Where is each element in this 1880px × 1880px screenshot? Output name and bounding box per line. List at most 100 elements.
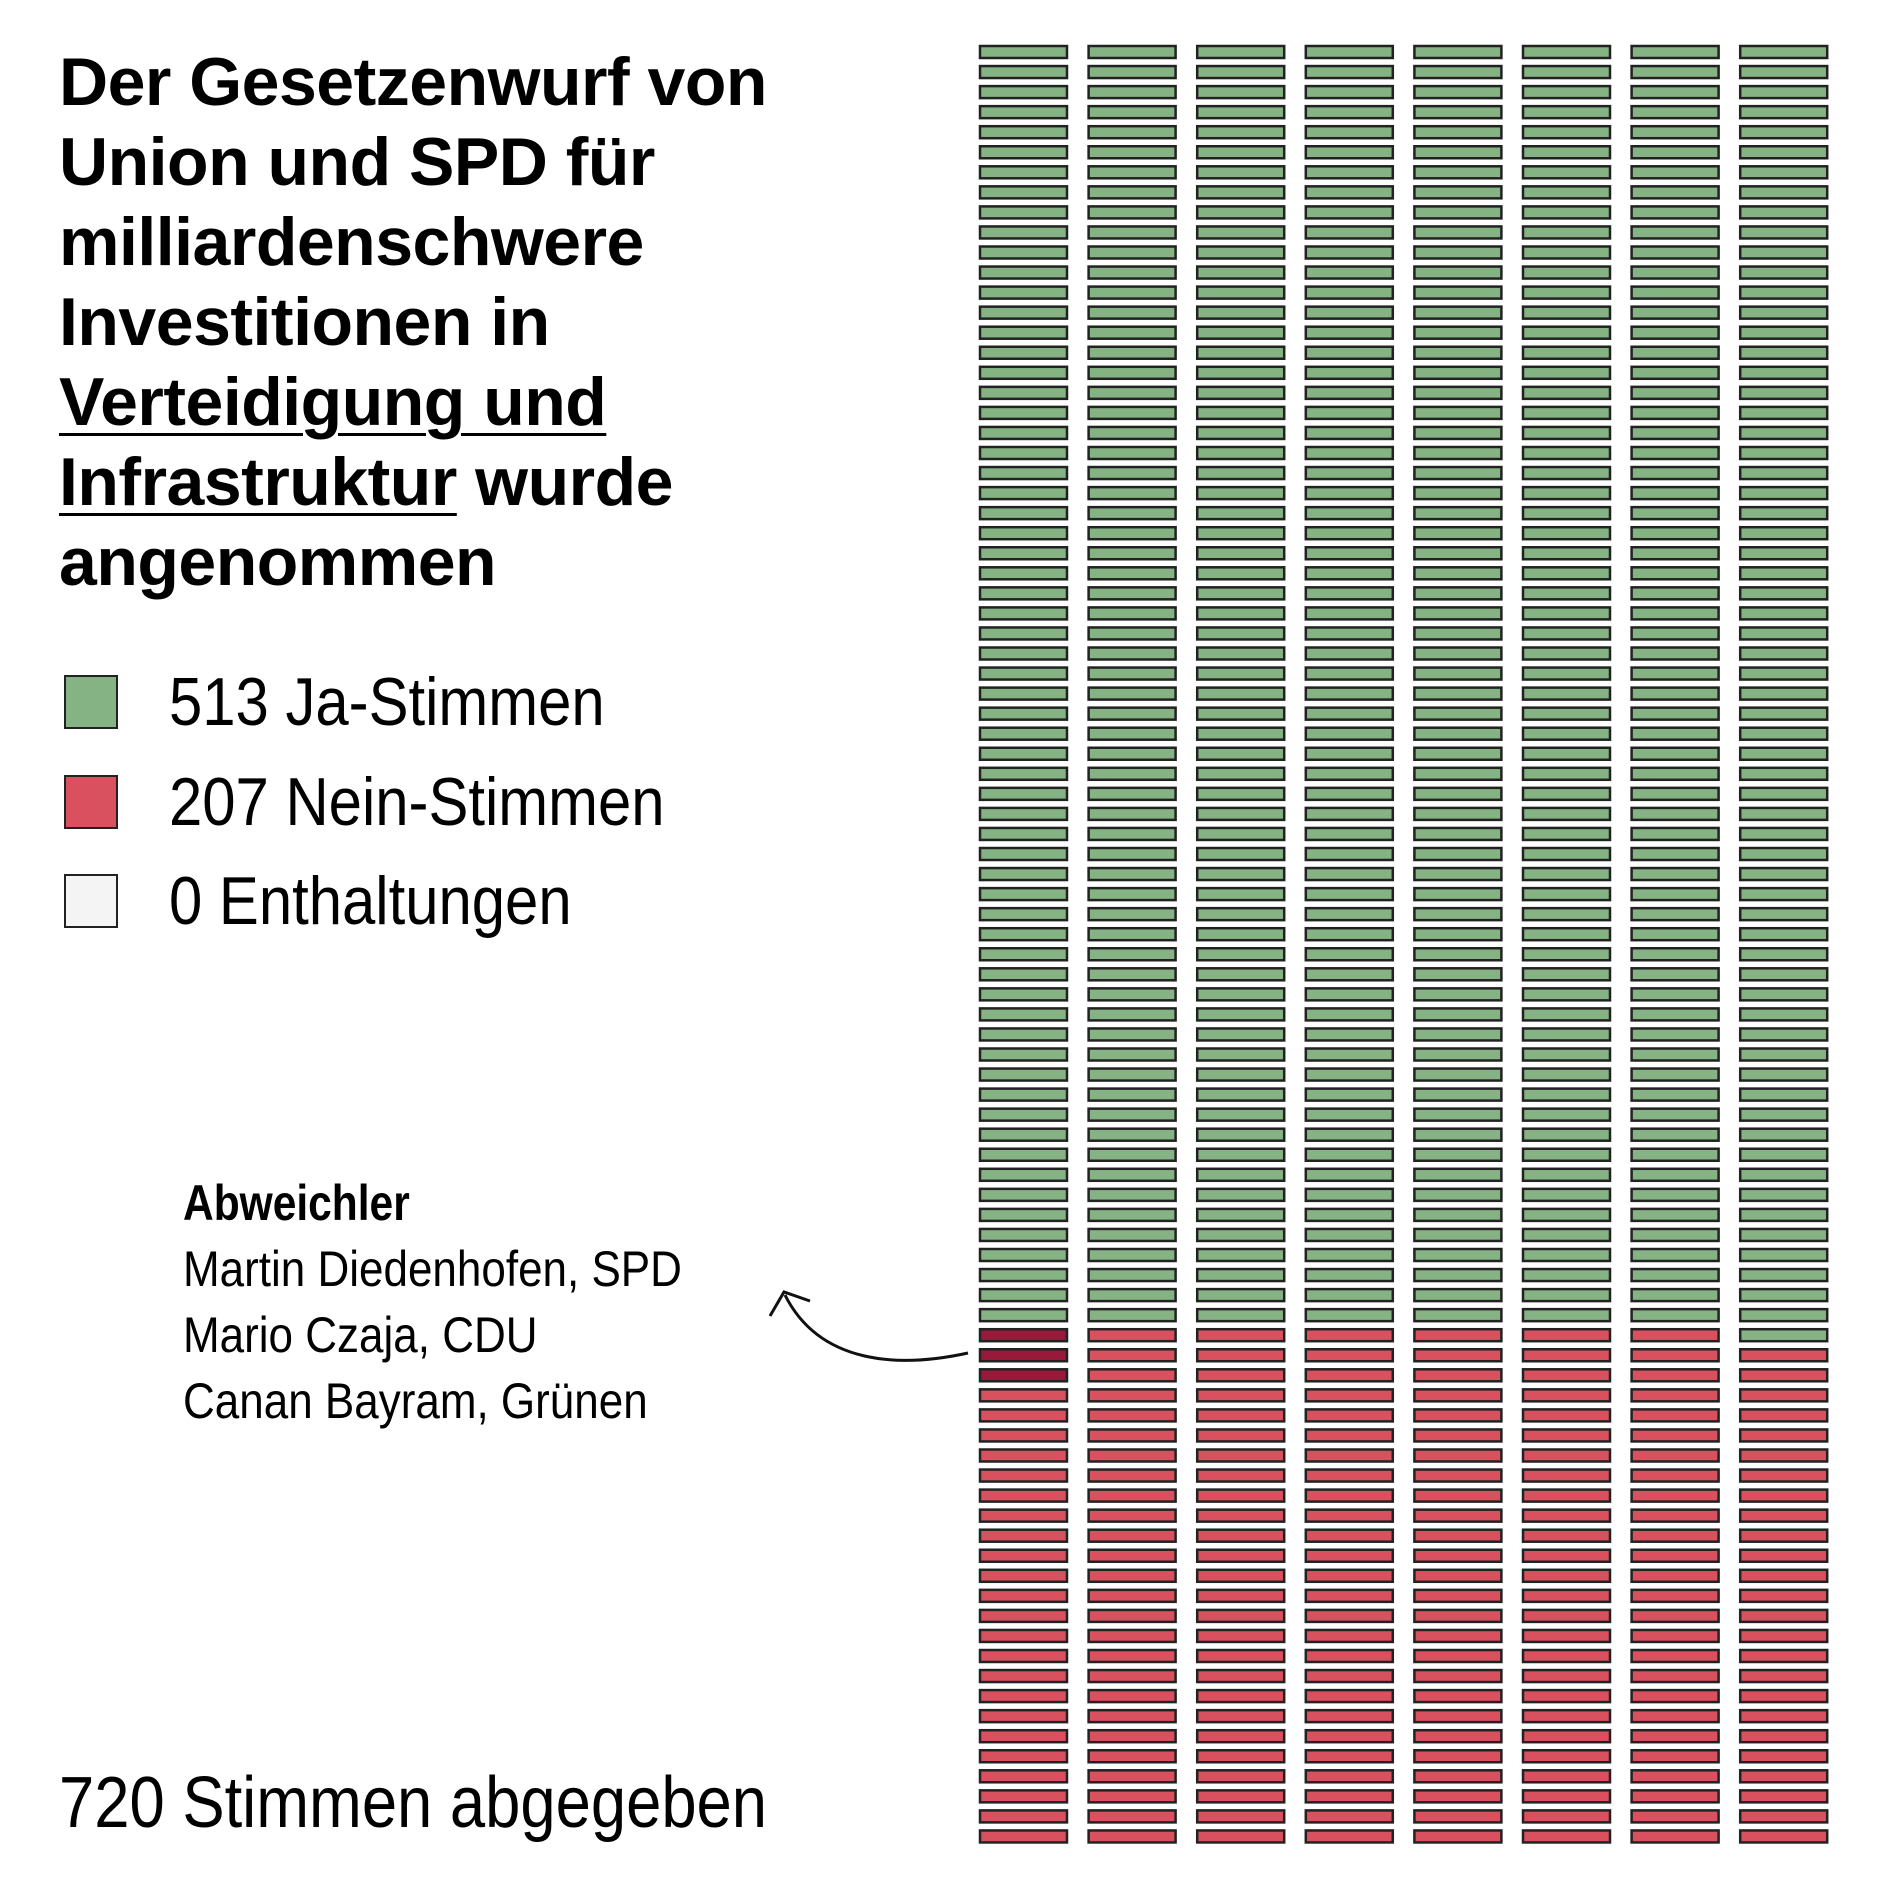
- vote-cell-yes: [1630, 165, 1720, 180]
- vote-cell-yes: [978, 987, 1069, 1002]
- vote-cell-yes: [1630, 1207, 1720, 1223]
- vote-cell-no: [1304, 1428, 1395, 1443]
- legend-swatch-abstain: [64, 874, 118, 928]
- vote-cell-yes: [1304, 1027, 1395, 1042]
- vote-cell-no: [1195, 1448, 1286, 1463]
- vote-cell-yes: [1195, 546, 1286, 561]
- vote-cell-yes: [978, 64, 1069, 80]
- vote-cell-no: [1413, 1829, 1503, 1844]
- vote-cell-yes: [978, 445, 1069, 461]
- vote-cell-yes: [1195, 1147, 1286, 1162]
- vote-cell-no: [1087, 1608, 1177, 1624]
- vote-cell-yes: [978, 1027, 1069, 1042]
- vote-cell-no: [1304, 1708, 1395, 1724]
- vote-cell-yes: [1304, 425, 1395, 441]
- vote-cell-yes: [978, 726, 1069, 741]
- vote-cell-yes: [1087, 1167, 1177, 1183]
- vote-cell-no: [1413, 1468, 1503, 1483]
- deviator-name: Mario Czaja, CDU: [183, 1307, 538, 1363]
- vote-cell-no: [1521, 1588, 1612, 1604]
- title-link[interactable]: Verteidigung und Infrastruktur: [59, 364, 607, 520]
- vote-cell-yes: [1738, 987, 1829, 1002]
- vote-cell-no: [1195, 1408, 1286, 1423]
- vote-cell-yes: [1630, 806, 1720, 822]
- vote-cell-no: [1738, 1769, 1829, 1784]
- vote-cell-no: [1738, 1508, 1829, 1523]
- vote-cell-no: [1413, 1769, 1503, 1784]
- vote-cell-yes: [1630, 525, 1720, 541]
- vote-cell-yes: [1630, 465, 1720, 481]
- vote-cell-yes: [1521, 967, 1612, 982]
- vote-cell-yes: [1087, 1267, 1177, 1283]
- vote-cell-no: [1304, 1728, 1395, 1744]
- vote-cell-yes: [1304, 1287, 1395, 1303]
- vote-cell-yes: [1304, 626, 1395, 641]
- vote-cell-yes: [1304, 967, 1395, 982]
- vote-cell-yes: [1304, 666, 1395, 681]
- vote-cell-yes: [1304, 405, 1395, 421]
- vote-cell-yes: [1413, 846, 1503, 862]
- vote-cell-yes: [1630, 365, 1720, 381]
- vote-cell-yes: [1738, 185, 1829, 200]
- vote-cell-yes: [1087, 1027, 1177, 1042]
- vote-cell-yes: [1087, 1067, 1177, 1082]
- vote-cell-yes: [1413, 866, 1503, 882]
- vote-cell-no: [1630, 1749, 1720, 1764]
- vote-cell-yes: [1413, 1107, 1503, 1122]
- vote-cell-no: [1413, 1668, 1503, 1684]
- vote-cell-yes: [1195, 846, 1286, 862]
- vote-cell-yes: [1087, 1147, 1177, 1162]
- vote-cell-no: [1304, 1749, 1395, 1764]
- vote-cell-yes: [1195, 165, 1286, 180]
- vote-cell-no: [1195, 1749, 1286, 1764]
- vote-cell-yes: [1521, 566, 1612, 581]
- vote-cell-yes: [978, 165, 1069, 180]
- vote-cell-yes: [978, 1087, 1069, 1102]
- vote-cell-yes: [1630, 1187, 1720, 1203]
- vote-cell-no: [1630, 1588, 1720, 1604]
- vote-cell-yes: [1304, 846, 1395, 862]
- vote-cell-yes: [1630, 265, 1720, 280]
- vote-cell-yes: [1304, 44, 1395, 60]
- vote-cell-yes: [1738, 1047, 1829, 1062]
- vote-cell-no: [978, 1829, 1069, 1844]
- vote-cell-yes: [978, 766, 1069, 782]
- vote-cell-yes: [978, 465, 1069, 481]
- vote-cell-yes: [1413, 1187, 1503, 1203]
- vote-cell-yes: [1413, 886, 1503, 902]
- vote-cell-yes: [978, 1127, 1069, 1142]
- vote-cell-yes: [1521, 626, 1612, 641]
- vote-cell-yes: [1521, 1207, 1612, 1223]
- vote-cell-yes: [1738, 1127, 1829, 1142]
- vote-cell-yes: [1087, 1207, 1177, 1223]
- vote-cell-yes: [1521, 886, 1612, 902]
- vote-cell-yes: [1413, 766, 1503, 782]
- vote-cell-yes: [1087, 967, 1177, 982]
- vote-cell-yes: [1521, 405, 1612, 421]
- vote-cell-yes: [978, 906, 1069, 922]
- vote-cell-yes: [1195, 1047, 1286, 1062]
- vote-cell-no: [1304, 1789, 1395, 1804]
- vote-cell-no: [1087, 1668, 1177, 1684]
- vote-cell-no: [1195, 1428, 1286, 1443]
- vote-cell-yes: [1304, 165, 1395, 180]
- vote-cell-yes: [978, 846, 1069, 862]
- vote-cell-yes: [1630, 826, 1720, 842]
- deviators-heading: Abweichler: [183, 1175, 410, 1231]
- vote-cell-no: [1087, 1789, 1177, 1804]
- vote-cell-no: [1521, 1789, 1612, 1804]
- vote-cell-yes: [1413, 1267, 1503, 1283]
- vote-cell-no: [1521, 1428, 1612, 1443]
- vote-cell-yes: [1195, 967, 1286, 982]
- vote-cell-yes: [1195, 425, 1286, 441]
- vote-cell-yes: [978, 786, 1069, 802]
- vote-cell-yes: [1738, 967, 1829, 982]
- vote-cell-yes: [978, 325, 1069, 340]
- vote-cell-yes: [1630, 104, 1720, 120]
- vote-cell-no: [1087, 1769, 1177, 1784]
- vote-cell-no: [1087, 1628, 1177, 1644]
- vote-cell-yes: [1521, 686, 1612, 701]
- vote-cell-yes: [1738, 546, 1829, 561]
- vote-cell-yes: [1738, 1027, 1829, 1042]
- vote-cell-yes: [1304, 64, 1395, 80]
